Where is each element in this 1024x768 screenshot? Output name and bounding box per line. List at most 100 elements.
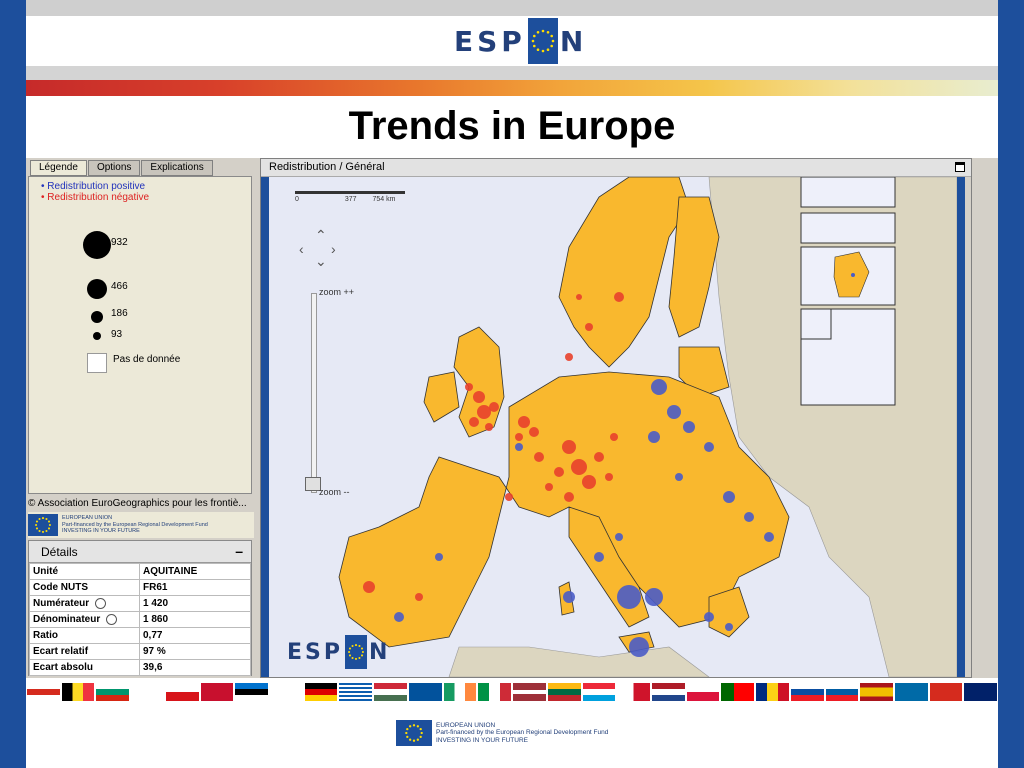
table-row: Ratio 0,77 [29,627,251,644]
info-icon[interactable] [94,597,106,609]
copyright-text: © Association EuroGeographics pour les f… [28,498,247,509]
map-svg[interactable] [269,177,957,677]
detail-value: FR61 [139,579,251,596]
flag-icon [582,683,616,701]
legend-bubble-label: 93 [111,329,123,340]
detail-value: 1 420 [139,595,251,612]
espon-map-logo: ESP N [287,635,390,669]
decorative-map-strip [26,80,998,96]
logo-text-left: ESP [454,24,526,58]
europe-map[interactable]: 0 377 754 km ⌃ ‹ › ⌄ zoom ++ zoom -- ESP [269,177,957,677]
map-title: Redistribution / Général [269,161,385,173]
logo-text-left: ESP [287,639,343,665]
details-panel: Détails – Unité AQUITAINE Code NUTS FR61… [28,540,252,676]
zoom-in-label[interactable]: zoom ++ [319,287,355,297]
eu-stars-icon [345,635,367,669]
map-right-border [957,177,965,677]
details-title: Détails [41,545,78,559]
scale-bar: 0 377 754 km [295,191,405,203]
legend-bubble-label: 466 [111,281,128,292]
flag-icon [304,683,338,701]
legend-bubble-label: 186 [111,308,128,319]
tab-bar: Légende Options Explications [30,160,214,176]
table-row: Ecart relatif 97 % [29,643,251,660]
app-window: Légende Options Explications • Redistrib… [26,158,998,678]
logo-text-right: N [559,24,588,58]
flag-icon [374,683,407,701]
zoom-slider[interactable] [311,293,317,493]
zoom-slider-thumb[interactable] [305,477,321,491]
tab-explications[interactable]: Explications [141,160,213,176]
member-flags-strip [26,680,998,704]
pan-left-icon[interactable]: ‹ [299,241,304,257]
flag-icon [478,683,512,701]
header: ESP N [26,16,998,66]
espon-logo: ESP N [454,16,587,66]
tab-legende[interactable]: Légende [30,160,87,176]
table-row: Dénominateur 1 860 [29,611,251,628]
footer-eu-text: EUROPEAN UNION Part-financed by the Euro… [436,721,609,744]
legend-bubble-186 [91,311,103,323]
flag-icon [131,683,164,701]
zoom-out-label[interactable]: zoom -- [319,487,350,497]
logo-text-right: N [369,639,391,665]
legend-bubble-932 [83,231,111,259]
tab-options[interactable]: Options [87,160,141,176]
flag-icon [756,683,789,701]
legend-bubble-466 [87,279,107,299]
maximize-icon[interactable] [955,162,965,172]
pan-down-icon[interactable]: ⌄ [315,253,327,269]
flag-icon [790,683,824,701]
slide: ESP N Trends in Europe Légende Opti [26,0,998,768]
detail-key: Unité [29,563,140,580]
flag-icon [165,683,199,701]
table-row: Ecart absolu 39,6 [29,659,251,676]
detail-key: Dénominateur [33,614,101,626]
flag-icon [339,683,373,701]
flag-icon [235,683,269,701]
flag-icon [929,683,963,701]
detail-value: 1 860 [139,611,251,628]
detail-value: AQUITAINE [139,563,251,580]
detail-key: Ratio [29,627,140,644]
flag-icon [964,683,998,701]
flag-icon [443,683,477,701]
map-panel: Redistribution / Général [260,158,972,678]
pan-control[interactable]: ⌃ ‹ › ⌄ [299,227,343,271]
legend-positive: • Redistribution positive [41,181,146,192]
details-header: Détails – [29,541,251,563]
legend-bubble-label: 932 [111,237,128,248]
eu-stars-icon [527,18,558,64]
grey-bar [26,66,998,80]
pan-right-icon[interactable]: › [331,241,336,257]
footer-eu-badge: EUROPEAN UNION Part-financed by the Euro… [396,720,608,746]
eu-flag-icon [28,514,58,536]
flag-icon [825,683,859,701]
detail-key-with-icon: Numérateur [29,595,140,612]
flag-icon [61,683,95,701]
info-icon[interactable] [106,613,118,625]
flag-icon [96,683,130,701]
table-row: Unité AQUITAINE [29,563,251,580]
legend-bubble-93 [93,332,101,340]
legend-nodata-label: Pas de donnée [113,354,181,365]
flag-icon [27,683,60,701]
detail-key: Numérateur [33,598,90,610]
left-panel: Légende Options Explications • Redistrib… [26,158,254,678]
flag-icon [200,683,234,701]
eu-funding-badge: EUROPEAN UNION Part-financed by the Euro… [28,512,254,538]
scale-label: 0 [295,196,299,203]
eu-funding-text: EUROPEAN UNION Part-financed by the Euro… [62,515,208,535]
flag-icon [270,683,303,701]
scale-label: 377 [344,196,357,203]
detail-value: 39,6 [139,659,251,676]
legend-nodata-swatch [87,353,107,373]
detail-key-with-icon: Dénominateur [29,611,140,628]
details-table: Unité AQUITAINE Code NUTS FR61 Numérateu… [29,563,251,676]
collapse-button[interactable]: – [235,543,243,559]
flag-icon [617,683,650,701]
eu-flag-icon [396,720,432,746]
pan-up-icon[interactable]: ⌃ [315,227,327,243]
flag-icon [894,683,928,701]
flag-icon [860,683,893,701]
